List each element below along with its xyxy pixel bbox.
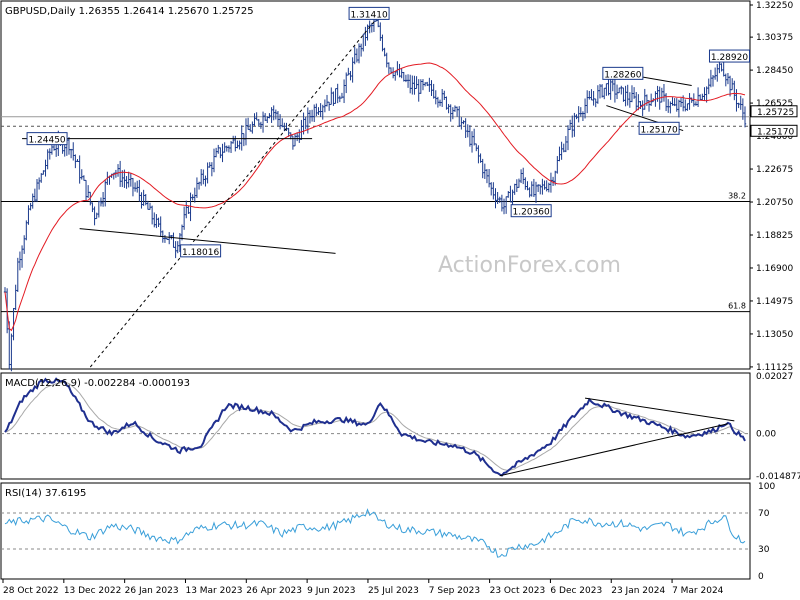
date-tick-label-1: 13 Dec 2022: [64, 586, 122, 596]
chart-header: GBPUSD,Daily 1.26355 1.26414 1.25670 1.2…: [5, 6, 254, 17]
current-price-label-0: 1.25725: [757, 108, 794, 118]
macd-tick-label-0: 0.02027: [756, 372, 793, 382]
rsi-tick-label-2: 30: [758, 545, 770, 555]
annotation-box-0: [348, 6, 390, 20]
rsi-line: [4, 508, 746, 558]
price-gridlines: 38.2 61.8: [1, 116, 750, 313]
price-axis-ticks: 1.32250 1.30375 1.28450 1.26525 1.24600 1.226…: [750, 1, 798, 373]
price-tick-label-0: 1.32250: [756, 1, 793, 11]
trendline-support-2023: [79, 228, 336, 254]
macd-panel: 0.02027 0.00 -0.014877 MACD(12,26,9) -0.00…: [0, 372, 800, 482]
trendline-dashed-channel: [89, 19, 377, 368]
annotation-label-5: 1.25170: [640, 125, 677, 135]
price-tick-label-7: 1.18825: [756, 231, 793, 241]
date-tick-label-7: 7 Sep 2023: [429, 586, 480, 596]
annotation-label-0: 1.31410: [350, 10, 387, 20]
rsi-panel: 100 70 30 0 RSI(14) 37.6195: [0, 482, 775, 582]
date-tick-label-5: 9 Jun 2023: [307, 586, 355, 596]
macd-axis-ticks: 0.02027 0.00 -0.014877: [756, 372, 800, 482]
fib-level-label-0: 38.2: [728, 192, 746, 201]
macd-tick-label-2: -0.014877: [756, 472, 800, 482]
date-tick-label-0: 28 Oct 2022: [3, 586, 59, 596]
date-tick-label-4: 26 Apr 2023: [246, 586, 302, 596]
price-tick-label-1: 1.30375: [756, 33, 793, 43]
price-tick-label-6: 1.20750: [756, 198, 793, 208]
macd-trend-lines: [499, 397, 735, 477]
price-tick-label-2: 1.28450: [756, 66, 793, 76]
price-panel: 38.261.8 ActionForex.com 1.322501.303751…: [0, 0, 798, 373]
annotation-label-6: 1.28920: [711, 53, 748, 63]
price-tick-label-4: 1.24600: [756, 132, 793, 142]
price-tick-label-11: 1.11125: [756, 363, 793, 373]
date-axis: 28 Oct 2022 13 Dec 2022 26 Jan 2023 13 Mar …: [2, 579, 724, 596]
annotation-box-4: [602, 66, 644, 80]
annotation-box-5: [638, 121, 680, 135]
annotation-box-6: [708, 49, 750, 63]
watermark: ActionForex.com: [438, 253, 621, 278]
date-tick-label-2: 26 Jan 2023: [125, 586, 179, 596]
price-tick-label-9: 1.14975: [756, 297, 793, 307]
annotation-box-1: [26, 132, 68, 146]
annotation-label-4: 1.28260: [604, 70, 641, 80]
current-price-box-1: [750, 124, 798, 137]
date-tick-label-3: 13 Mar 2023: [185, 586, 242, 596]
rsi-tick-label-1: 70: [758, 509, 770, 519]
rsi-header: RSI(14) 37.6195: [5, 488, 86, 499]
price-tick-label-10: 1.13050: [756, 330, 793, 340]
macd-signal-line: [4, 381, 746, 471]
date-tick-label-8: 23 Oct 2023: [490, 586, 546, 596]
macd-line: [4, 377, 746, 477]
annotation-box-3: [510, 204, 552, 218]
annotation-label-3: 1.20360: [513, 208, 550, 218]
price-tick-label-3: 1.26525: [756, 99, 793, 109]
current-price-box-0: [750, 105, 798, 118]
annotation-box-2: [180, 244, 222, 258]
price-annotations: 1.31410 1.24450 1.18016 1.20360 1.28260 1.251…: [26, 6, 750, 258]
rsi-tick-label-0: 100: [758, 482, 775, 492]
rsi-tick-label-3: 0: [758, 572, 764, 582]
date-tick-label-9: 6 Dec 2023: [550, 586, 602, 596]
annotation-label-2: 1.18016: [182, 248, 219, 258]
macd-tick-label-1: 0.00: [756, 430, 776, 440]
macd-trendline-upper: [584, 397, 735, 422]
price-tick-label-8: 1.16900: [756, 264, 793, 274]
rsi-axis-ticks: 100 70 30 0: [758, 482, 775, 582]
date-tick-label-6: 25 Jul 2023: [368, 586, 419, 596]
price-tick-label-5: 1.22675: [756, 165, 793, 175]
rsi-levels: [1, 512, 750, 550]
moving-average-line: [4, 62, 746, 332]
annotation-label-1: 1.24450: [28, 136, 65, 146]
rsi-panel-border: [0, 482, 751, 580]
current-price-label-1: 1.25170: [757, 127, 794, 137]
price-panel-border: [0, 0, 751, 370]
date-tick-label-10: 23 Jan 2024: [611, 586, 665, 596]
fib-level-label-1: 61.8: [728, 302, 746, 311]
macd-header: MACD(12,26,9) -0.002284 -0.000193: [5, 378, 190, 389]
date-tick-label-11: 7 Mar 2024: [672, 586, 724, 596]
macd-panel-border: [0, 372, 751, 480]
macd-trendline-lower: [499, 423, 729, 477]
ohlc-bar: [743, 106, 747, 128]
